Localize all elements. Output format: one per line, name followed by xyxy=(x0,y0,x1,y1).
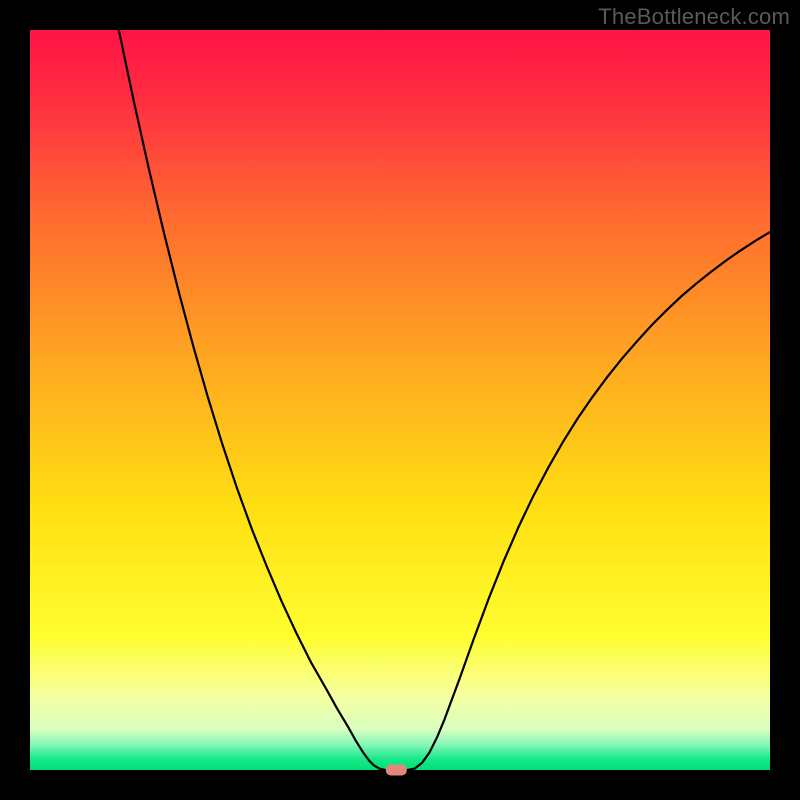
minimum-marker xyxy=(386,765,407,776)
watermark-label: TheBottleneck.com xyxy=(598,4,790,30)
chart-container: TheBottleneck.com xyxy=(0,0,800,800)
plot-background xyxy=(30,30,770,770)
bottleneck-curve-chart xyxy=(0,0,800,800)
